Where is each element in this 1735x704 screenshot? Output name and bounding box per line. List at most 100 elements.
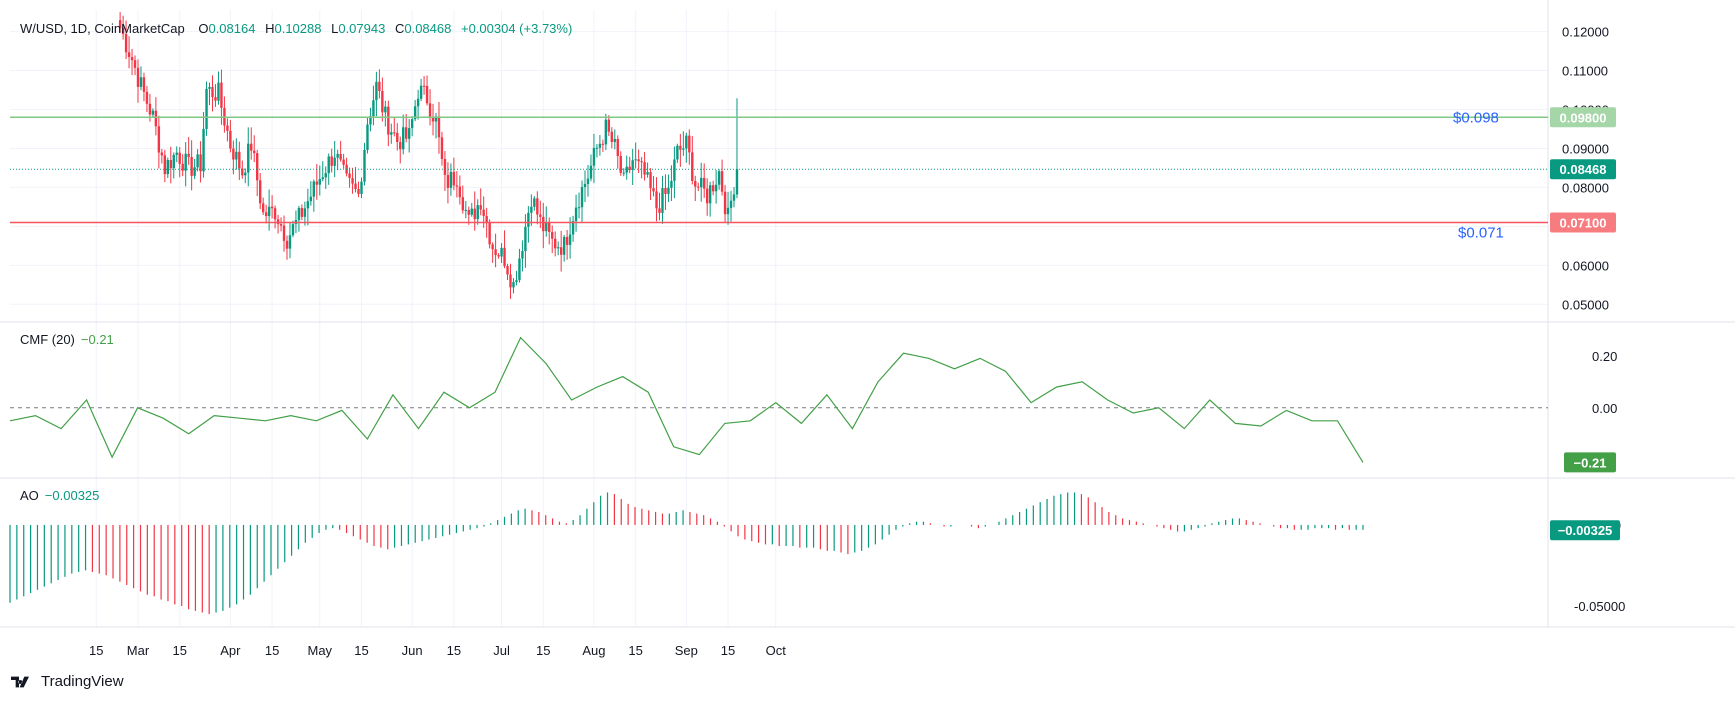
close-value: 0.08468	[404, 21, 452, 36]
candle	[530, 206, 533, 213]
candle	[640, 161, 643, 163]
candle	[452, 171, 456, 186]
candle	[431, 116, 435, 122]
candle	[208, 86, 211, 89]
candle	[554, 238, 557, 249]
x-tick-label: Aug	[582, 643, 605, 658]
candle	[124, 34, 128, 53]
candle	[705, 188, 709, 204]
candle	[494, 249, 497, 256]
ao-axis-label: -0.05000	[1574, 599, 1625, 614]
x-tick-label: Mar	[127, 643, 150, 658]
ao-label: AO	[20, 488, 39, 503]
candle	[372, 100, 375, 117]
low-value: 0.07943	[338, 21, 386, 36]
candle	[625, 166, 628, 173]
candle	[315, 181, 318, 185]
candle	[121, 27, 125, 35]
candle	[422, 85, 426, 87]
candle	[610, 131, 614, 143]
candle	[598, 143, 602, 148]
candle	[527, 212, 530, 227]
candle	[601, 143, 605, 145]
candle	[205, 88, 208, 129]
candle	[393, 132, 396, 134]
candle	[232, 148, 235, 160]
candle	[503, 247, 506, 267]
candle	[443, 159, 447, 175]
x-tick-label: 15	[447, 643, 461, 658]
candle	[154, 110, 158, 127]
candle	[583, 183, 587, 188]
candle	[369, 116, 372, 125]
candle	[312, 181, 316, 197]
candle	[595, 147, 599, 149]
candle	[360, 181, 363, 194]
candle	[324, 173, 327, 178]
candle	[127, 52, 131, 58]
candle	[717, 171, 721, 185]
candle	[348, 173, 351, 179]
ao-badge-bg	[1550, 520, 1620, 541]
candle	[118, 20, 122, 28]
support-annotation: $0.071	[1458, 224, 1504, 241]
change-value: +0.00304 (+3.73%)	[460, 21, 573, 36]
candle	[449, 171, 453, 188]
candle	[381, 90, 384, 113]
candle	[455, 185, 459, 187]
price-axis-label: 0.08000	[1562, 180, 1609, 195]
candle	[351, 178, 354, 184]
candle	[145, 91, 149, 104]
candle	[536, 198, 539, 215]
candle	[366, 124, 369, 150]
candle	[622, 172, 625, 174]
candle	[485, 215, 488, 223]
candle	[288, 235, 292, 249]
candle	[169, 160, 172, 169]
candle	[434, 116, 438, 122]
candle	[479, 205, 482, 210]
candle	[402, 127, 405, 150]
price-axis-label: 0.09000	[1562, 141, 1609, 156]
last-price-badge-bg	[1550, 159, 1616, 180]
candle	[542, 216, 545, 232]
candle	[309, 196, 313, 202]
candle	[714, 184, 718, 192]
candle	[148, 103, 152, 115]
cmf-value: −0.21	[80, 332, 114, 347]
support-badge-bg	[1550, 212, 1616, 233]
candle	[416, 98, 420, 107]
candle	[607, 119, 611, 132]
open-value: 0.08164	[208, 21, 256, 36]
symbol-header: W/USD, 1D, CoinMarketCap O0.08164 H0.102…	[20, 21, 572, 36]
candle	[562, 236, 566, 255]
candle	[357, 189, 360, 194]
candle	[506, 266, 509, 275]
candle	[378, 81, 381, 91]
x-tick-label: Jul	[493, 643, 510, 658]
ao-value: −0.00325	[44, 488, 100, 503]
x-tick-label: Jun	[402, 643, 423, 658]
candle	[375, 81, 378, 101]
cmf-badge-bg	[1564, 452, 1616, 473]
candle	[211, 86, 214, 98]
candle	[676, 145, 679, 160]
candle	[229, 130, 232, 149]
candle	[130, 57, 134, 61]
candle	[172, 154, 175, 169]
resistance-badge-bg	[1550, 107, 1616, 128]
candle	[592, 148, 596, 166]
candle	[708, 185, 712, 204]
tradingview-brand[interactable]: TradingView	[11, 673, 124, 690]
candle	[178, 152, 181, 164]
candle	[467, 209, 470, 215]
candle	[202, 128, 205, 172]
candle	[330, 156, 333, 166]
candle	[253, 150, 256, 154]
candle	[446, 174, 450, 188]
candle	[679, 145, 682, 150]
candle	[628, 166, 631, 170]
candle	[661, 188, 664, 213]
candle	[339, 153, 342, 160]
